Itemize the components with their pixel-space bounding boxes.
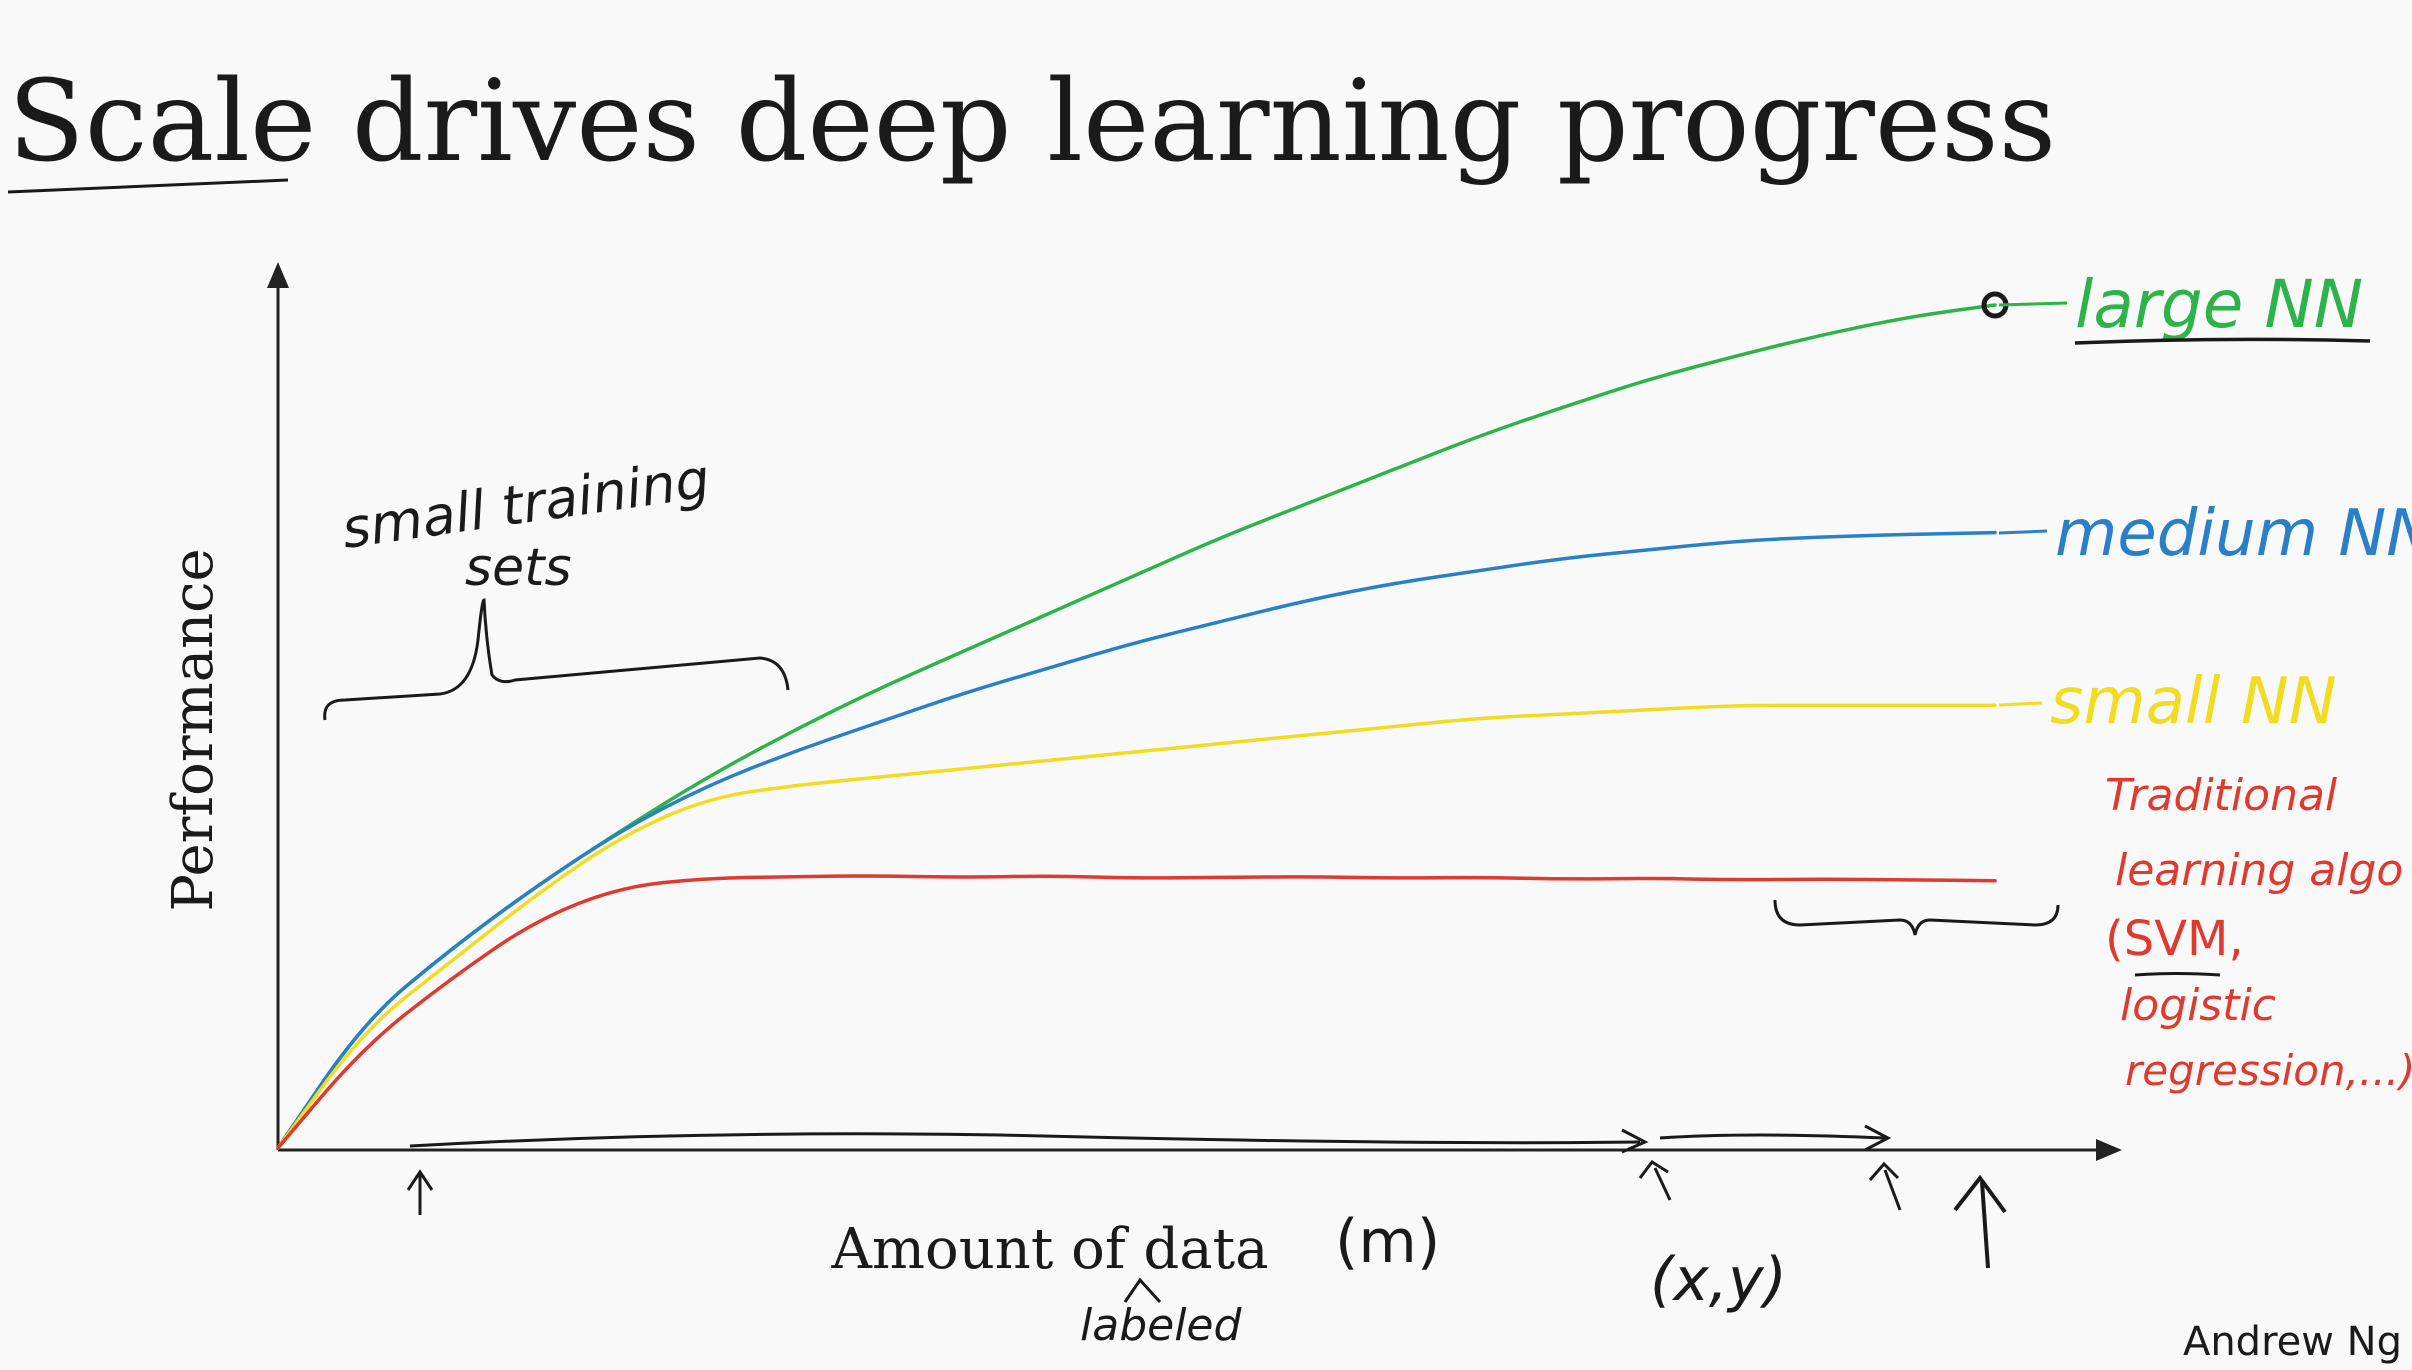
x-axis-label: Amount of data bbox=[830, 1217, 1268, 1282]
slide-title: Scale drives deep learning progress bbox=[8, 57, 2056, 187]
series-label-large: large NN bbox=[2075, 266, 2363, 343]
traditional-line-5: regression,...) bbox=[2125, 1046, 2412, 1095]
title-underlined-word: Scale bbox=[8, 57, 316, 187]
data-range-line bbox=[409, 1132, 1641, 1148]
small-training-brace bbox=[323, 598, 790, 721]
author: Andrew Ng bbox=[2183, 1319, 2402, 1365]
traditional-brace bbox=[1773, 899, 2060, 936]
large-nn-label-underline bbox=[2074, 337, 2371, 345]
data-range-arrowhead-icon bbox=[1621, 1128, 1649, 1154]
series-layer bbox=[276, 291, 2009, 1150]
title-rest: drives deep learning progress bbox=[316, 57, 2056, 187]
y-axis-label: Performance bbox=[161, 548, 226, 911]
traditional-line-3: (SVM, bbox=[2105, 911, 2244, 967]
xy-label: (x,y) bbox=[1650, 1245, 1787, 1315]
traditional-line-4: logistic bbox=[2120, 980, 2276, 1031]
series-labels: large NN medium NN small NN bbox=[1998, 266, 2412, 739]
data-range-line-2 bbox=[1659, 1133, 1886, 1140]
series-label-small: small NN bbox=[2050, 665, 2337, 739]
axes bbox=[267, 262, 2122, 1161]
up-arrow-4-icon bbox=[1953, 1174, 2007, 1269]
series-line-medium bbox=[276, 530, 1997, 1150]
series-line-traditional bbox=[276, 874, 1997, 1150]
labeled-caret-icon bbox=[1123, 1277, 1162, 1304]
x-axis-arrow-icon bbox=[2096, 1139, 2122, 1161]
labeled-label: labeled bbox=[1080, 1300, 1242, 1351]
up-arrow-2-icon bbox=[1638, 1159, 1672, 1201]
up-arrow-3-icon bbox=[1868, 1161, 1902, 1211]
series-label-medium: medium NN bbox=[2055, 497, 2412, 571]
title-underline bbox=[7, 178, 289, 194]
data-range-annotations: (m) (x,y) labeled bbox=[406, 1124, 2007, 1351]
series-line-large bbox=[276, 303, 1997, 1150]
series-line-small bbox=[276, 703, 1997, 1150]
traditional-line-1: Traditional bbox=[2105, 770, 2338, 821]
sets-text: sets bbox=[465, 538, 572, 598]
y-axis-arrow-icon bbox=[267, 262, 289, 288]
series-label-connector bbox=[1998, 301, 2068, 307]
data-range-arrowhead-2-icon bbox=[1864, 1124, 1892, 1152]
m-label: (m) bbox=[1335, 1207, 1440, 1277]
small-training-sets-annotation: small training sets bbox=[323, 447, 790, 721]
traditional-annotation: Traditional learning algo (SVM, logistic… bbox=[1773, 770, 2412, 1095]
traditional-line-2: learning algo bbox=[2115, 845, 2403, 896]
series-label-connector bbox=[1998, 529, 2048, 535]
up-arrow-1-icon bbox=[406, 1169, 434, 1215]
series-label-connector bbox=[1998, 701, 2043, 707]
svm-underline bbox=[2134, 972, 2221, 977]
